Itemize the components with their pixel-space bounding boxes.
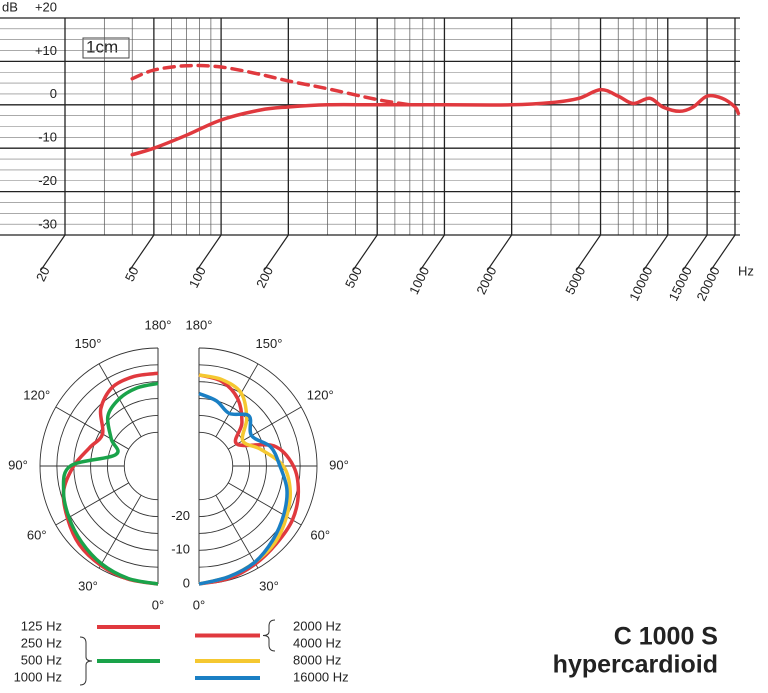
x-tick-label: 15000 [666, 264, 695, 303]
tick-mark [576, 234, 602, 271]
angle-label: 120° [307, 387, 334, 402]
y-tick-label: +20 [35, 0, 57, 14]
legend-label: 250 Hz [21, 635, 62, 650]
x-tick-label: 10000 [626, 264, 655, 303]
tick-mark [40, 234, 66, 271]
legend-label: 500 Hz [21, 652, 62, 667]
x-axis-label: Hz [738, 263, 754, 278]
x-tick-label: 5000 [562, 264, 588, 297]
r-tick-label: 0 [183, 575, 190, 590]
y-tick-label: 0 [50, 86, 57, 101]
legend-label: 16000 Hz [293, 669, 349, 684]
tick-mark [196, 234, 222, 271]
spoke [98, 494, 142, 569]
angle-label: 180° [186, 317, 213, 332]
legend-label: 8000 Hz [293, 652, 341, 667]
angle-label: 30° [259, 579, 279, 594]
scale-box [82, 37, 130, 59]
spoke [55, 406, 130, 450]
polar-line [61, 381, 159, 586]
y-tick-label: -20 [38, 173, 57, 188]
angle-label: 90° [8, 457, 28, 472]
polar-line [198, 391, 289, 586]
angle-label: 60° [310, 527, 330, 542]
tick-mark [352, 234, 378, 271]
legend-label: 1000 Hz [14, 669, 62, 684]
x-tick-label: 20 [33, 264, 53, 284]
tick-mark [710, 234, 736, 271]
legend-brace [79, 636, 93, 686]
tick-mark [487, 234, 513, 271]
tick-mark [643, 234, 669, 271]
x-tick-label: 2000 [473, 264, 499, 297]
response-line [130, 87, 741, 157]
x-tick-label: 20000 [693, 264, 722, 303]
angle-label: 0° [152, 597, 164, 612]
legend-label: 125 Hz [21, 618, 62, 633]
x-tick-label: 50 [122, 264, 142, 284]
angle-label: 180° [145, 317, 172, 332]
angle-label: 120° [23, 387, 50, 402]
tick-mark [682, 234, 708, 271]
angle-label: 90° [329, 457, 349, 472]
y-tick-label: -30 [38, 216, 57, 231]
angle-label: 150° [256, 336, 283, 351]
r-tick-label: -20 [171, 508, 190, 523]
x-tick-label: 1000 [406, 264, 432, 297]
polar-pattern: hypercardioid [553, 651, 718, 679]
angle-label: 0° [193, 597, 205, 612]
tick-mark [419, 234, 445, 271]
y-tick-label: -10 [38, 130, 57, 145]
legend-label: 2000 Hz [293, 618, 341, 633]
tick-mark [129, 234, 155, 271]
x-tick-label: 100 [186, 264, 209, 290]
product-name: C 1000 S [614, 623, 718, 651]
spoke [215, 494, 259, 569]
x-tick-label: 200 [253, 264, 276, 290]
spoke [227, 482, 302, 526]
r-tick-label: -10 [171, 542, 190, 557]
annotation: 1cm [86, 37, 118, 56]
polar-line [198, 373, 293, 586]
y-tick-label: +10 [35, 43, 57, 58]
tick-mark [263, 234, 289, 271]
y-axis-label: dB [2, 0, 18, 14]
minor-grid-ring [198, 431, 234, 501]
legend-brace [262, 619, 276, 652]
angle-label: 30° [78, 579, 98, 594]
angle-label: 150° [75, 336, 102, 351]
response-line [130, 63, 412, 107]
angle-label: 60° [27, 527, 47, 542]
legend-label: 4000 Hz [293, 635, 341, 650]
spoke [227, 406, 302, 450]
x-tick-label: 500 [342, 264, 365, 290]
minor-grid-ring [123, 431, 159, 501]
